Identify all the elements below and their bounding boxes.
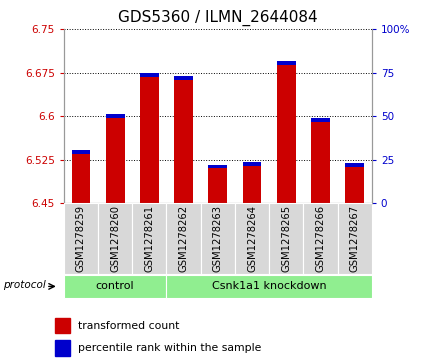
Text: GSM1278265: GSM1278265 [281,205,291,272]
Bar [201,203,235,274]
Bar [64,203,98,274]
Bar [140,73,159,77]
Bar [132,203,166,274]
Bar [209,164,227,168]
Bar [106,114,125,118]
Bar [55,318,70,333]
Bar [235,203,269,274]
Bar [55,340,70,356]
Bar [209,168,227,203]
Bar [337,203,372,274]
Text: GSM1278260: GSM1278260 [110,205,120,272]
Bar [311,118,330,122]
Bar [71,154,90,203]
Bar [174,79,193,203]
Text: GSM1278262: GSM1278262 [179,205,189,272]
Text: percentile rank within the sample: percentile rank within the sample [78,343,261,353]
Text: protocol: protocol [3,280,46,290]
Text: Csnk1a1 knockdown: Csnk1a1 knockdown [212,281,326,291]
Bar [345,163,364,167]
Bar [242,162,261,166]
Text: GSM1278261: GSM1278261 [144,205,154,272]
Bar [242,166,261,203]
Bar [106,118,125,203]
Bar [166,275,372,298]
Text: GSM1278264: GSM1278264 [247,205,257,272]
Bar [303,203,337,274]
Text: control: control [96,281,135,291]
Text: transformed count: transformed count [78,321,179,331]
Bar [174,76,193,79]
Bar [166,203,201,274]
Bar [64,275,166,298]
Bar [140,77,159,203]
Bar [98,203,132,274]
Bar [277,61,296,65]
Bar [277,65,296,203]
Bar [71,150,90,154]
Text: GSM1278259: GSM1278259 [76,205,86,272]
Bar [269,203,303,274]
Text: GSM1278267: GSM1278267 [350,205,359,272]
Bar [345,167,364,203]
Bar [311,122,330,203]
Text: GSM1278266: GSM1278266 [315,205,326,272]
Text: GSM1278263: GSM1278263 [213,205,223,272]
Title: GDS5360 / ILMN_2644084: GDS5360 / ILMN_2644084 [118,10,318,26]
